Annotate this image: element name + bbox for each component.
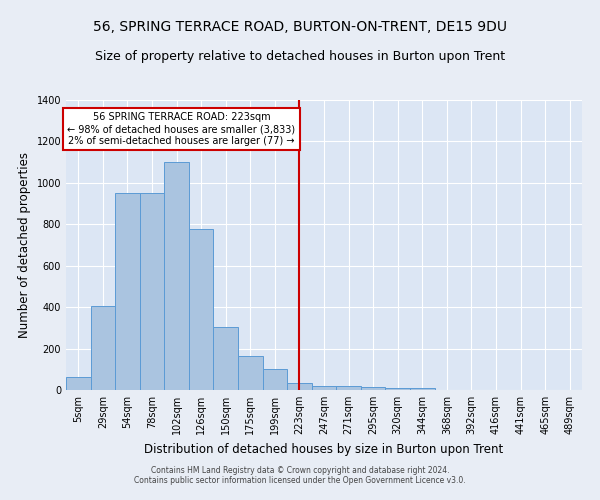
- X-axis label: Distribution of detached houses by size in Burton upon Trent: Distribution of detached houses by size …: [145, 442, 503, 456]
- Bar: [164, 162, 189, 390]
- Text: 56, SPRING TERRACE ROAD, BURTON-ON-TRENT, DE15 9DU: 56, SPRING TERRACE ROAD, BURTON-ON-TRENT…: [93, 20, 507, 34]
- Bar: [140, 193, 164, 390]
- Y-axis label: Number of detached properties: Number of detached properties: [18, 152, 31, 338]
- Text: Contains HM Land Registry data © Crown copyright and database right 2024.
Contai: Contains HM Land Registry data © Crown c…: [134, 466, 466, 485]
- Bar: [312, 386, 336, 390]
- Bar: [115, 193, 140, 390]
- Bar: [189, 230, 214, 390]
- Bar: [66, 376, 91, 390]
- Bar: [385, 388, 410, 390]
- Bar: [238, 356, 263, 390]
- Bar: [91, 306, 115, 390]
- Bar: [287, 383, 312, 390]
- Bar: [361, 387, 385, 390]
- Bar: [336, 386, 361, 390]
- Bar: [263, 370, 287, 390]
- Bar: [214, 327, 238, 390]
- Text: 56 SPRING TERRACE ROAD: 223sqm
← 98% of detached houses are smaller (3,833)
2% o: 56 SPRING TERRACE ROAD: 223sqm ← 98% of …: [67, 112, 296, 146]
- Text: Size of property relative to detached houses in Burton upon Trent: Size of property relative to detached ho…: [95, 50, 505, 63]
- Bar: [410, 388, 434, 390]
